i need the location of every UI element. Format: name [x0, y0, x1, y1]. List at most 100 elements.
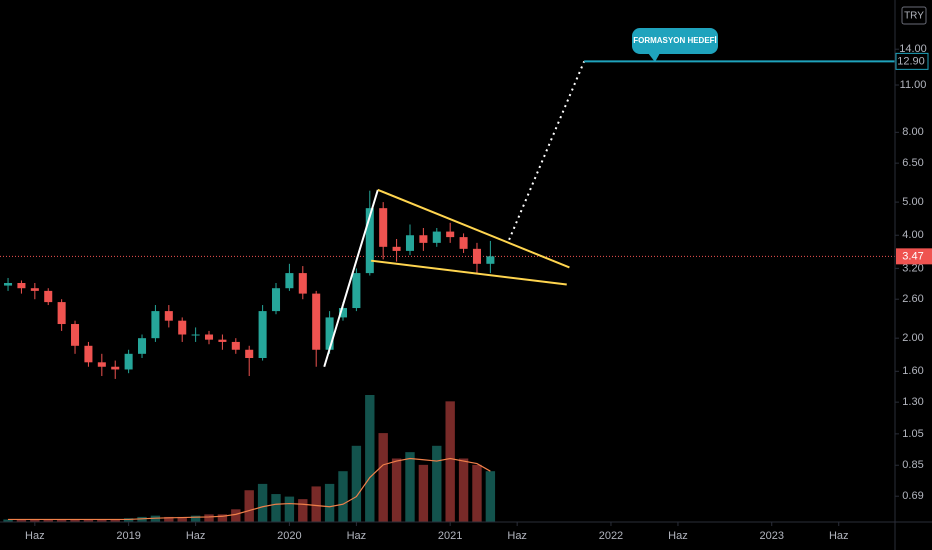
x-tick-label: 2021 — [438, 530, 462, 542]
axis-layer: 0.69 0.85 1.05 1.30 1.60 2.00 2.60 3.20 4.00 5.00… — [25, 43, 932, 542]
y-tick-label: 4.00 — [902, 229, 923, 241]
x-tick-label: 2019 — [116, 530, 140, 542]
candle-body — [84, 345, 93, 363]
candle-body — [486, 256, 495, 264]
volume-bar — [123, 518, 134, 522]
volume-bar — [257, 483, 268, 522]
volume-bar — [458, 458, 469, 522]
candle-body — [258, 311, 267, 359]
volume-bar — [83, 519, 94, 522]
volume-bar — [284, 496, 295, 522]
pattern-line — [508, 60, 586, 241]
volume-bar — [365, 395, 375, 522]
target-price-label: 12.90 — [897, 55, 925, 67]
candle-body — [338, 308, 348, 318]
volume-bar — [164, 516, 174, 522]
volume-bar — [137, 516, 147, 522]
line-layer — [323, 60, 895, 368]
candle-body — [325, 317, 334, 350]
x-tick-label: Haz — [25, 530, 45, 542]
bubble-pointer — [648, 53, 660, 62]
y-tick-label: 1.05 — [902, 428, 923, 440]
bubble-box — [632, 28, 718, 54]
y-tick-label: 8.00 — [902, 126, 923, 138]
candle-body — [124, 353, 133, 370]
candle-body — [459, 237, 468, 249]
y-tick-label: 14.00 — [899, 43, 927, 55]
pattern-line — [371, 259, 567, 286]
y-tick-label: 0.69 — [902, 490, 923, 502]
volume-bar — [405, 452, 415, 522]
candle-body — [365, 208, 374, 274]
candle-body — [71, 324, 80, 346]
volume-bar — [3, 519, 13, 522]
y-tick-label: 0.85 — [902, 459, 923, 471]
candle-body — [271, 288, 281, 312]
pattern-line — [377, 188, 570, 269]
candle-body — [432, 231, 441, 243]
candle-body — [231, 341, 240, 350]
y-tick-label: 5.00 — [902, 196, 923, 208]
volume-bar — [110, 519, 120, 522]
volume-bar — [418, 464, 429, 522]
y-tick-label: 2.60 — [902, 293, 923, 305]
candle-body — [379, 208, 388, 247]
volume-bar — [30, 519, 40, 522]
x-tick-label: 2020 — [277, 530, 301, 542]
bubble-text: FORMASYON HEDEFİ — [633, 36, 717, 45]
candle-body — [218, 339, 227, 342]
candle-body — [164, 311, 173, 321]
y-tick-label: 3.20 — [902, 262, 923, 274]
volume-bar — [378, 433, 388, 522]
volume-bar — [351, 445, 362, 522]
candle-body — [298, 273, 307, 294]
x-tick-label: Haz — [829, 530, 849, 542]
y-tick-label: 1.30 — [902, 396, 923, 408]
volume-bar — [177, 516, 187, 522]
volume-bar — [43, 519, 53, 522]
currency-box[interactable] — [901, 6, 927, 25]
candle-body — [30, 288, 39, 291]
x-tick-label: Haz — [347, 530, 367, 542]
volume-bar — [311, 486, 321, 522]
x-tick-label: Haz — [668, 530, 688, 542]
candle-layer — [4, 190, 495, 379]
volume-bar — [217, 514, 228, 522]
pattern-line — [323, 189, 379, 368]
volume-bar — [432, 445, 442, 522]
y-tick-label: 1.60 — [902, 365, 923, 377]
volume-bar — [445, 401, 455, 522]
candle-body — [204, 334, 214, 340]
candle-body — [138, 338, 147, 354]
last-price-box — [896, 248, 932, 265]
y-tick-label: 11.00 — [900, 79, 927, 91]
y-tick-label: 2.00 — [902, 332, 923, 344]
volume-bar — [97, 519, 107, 522]
candle-body — [405, 235, 415, 251]
candle-body — [191, 334, 200, 336]
last-price-label: 3.47 — [902, 250, 923, 262]
volume-bar — [150, 515, 161, 522]
volume-bar — [244, 490, 254, 522]
candle-body — [17, 282, 26, 289]
candle-body — [57, 302, 66, 325]
candle-body — [352, 273, 361, 309]
candle-body — [472, 248, 481, 264]
annotation: FORMASYON HEDEFİ — [632, 28, 718, 62]
volume-bar — [271, 494, 281, 522]
volume-bar — [16, 519, 27, 522]
x-tick-label: Haz — [186, 530, 206, 542]
candle-body — [178, 320, 187, 335]
candle-body — [419, 235, 428, 243]
candle-body — [44, 290, 53, 303]
volume-bar — [231, 509, 241, 522]
x-tick-label: Haz — [507, 530, 527, 542]
candle-body — [97, 362, 106, 367]
y-tick-label: 6.50 — [902, 157, 923, 169]
candle-body — [245, 349, 254, 359]
candle-body — [4, 282, 13, 286]
volume-bar — [485, 471, 496, 522]
volume-bar — [391, 458, 402, 522]
volume-bar — [298, 499, 308, 522]
